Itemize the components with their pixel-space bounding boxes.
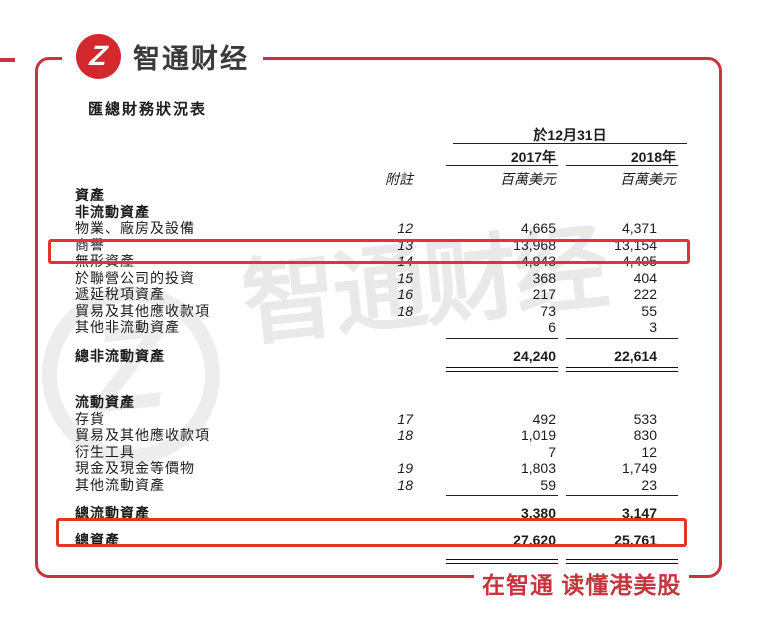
brand-header: Z 智通财经 xyxy=(62,30,263,82)
row-note: 12 xyxy=(397,220,413,236)
row-label: 流動資產 xyxy=(75,394,135,410)
total-double-rule xyxy=(75,366,678,374)
table-row-total-noncurrent: 總非流動資產 24,240 22,614 xyxy=(75,348,676,365)
year-2018-header: 2018年 xyxy=(630,149,676,165)
row-value-2018: 3 xyxy=(649,319,657,335)
table-row: 於聯營公司的投資 15 368 404 xyxy=(75,270,676,287)
tagline-text: 在智通 读懂港美股 xyxy=(482,572,682,598)
row-label: 其他非流動資產 xyxy=(75,319,180,335)
row-label: 貿易及其他應收款項 xyxy=(75,427,210,443)
row-note: 19 xyxy=(397,460,413,476)
row-label: 於聯營公司的投資 xyxy=(75,269,195,286)
date-header-rule xyxy=(453,143,687,144)
row-value-2017: 6 xyxy=(548,319,556,335)
subtotal-rule xyxy=(75,493,678,497)
brand-name: 智通财经 xyxy=(133,43,249,74)
table-row: 存貨 17 492 533 xyxy=(75,411,676,428)
total-assets-highlight-box xyxy=(56,518,687,547)
year-2017-rule xyxy=(446,165,558,166)
year-2017-header: 2017年 xyxy=(510,149,556,165)
row-note: 16 xyxy=(397,286,413,302)
row-value-2017: 217 xyxy=(532,286,556,302)
subtotal-rule xyxy=(75,336,678,340)
row-value-2017: 3,380 xyxy=(520,505,556,521)
row-label: 物業、廠房及設備 xyxy=(75,220,195,236)
unit-2017-header: 百萬美元 xyxy=(500,171,556,187)
goodwill-highlight-box xyxy=(48,239,690,264)
brand-logo-glyph: Z xyxy=(88,40,109,71)
row-value-2017: 1,803 xyxy=(520,460,556,476)
row-note: 18 xyxy=(397,427,413,443)
table-row: 其他非流動資產 6 3 xyxy=(75,319,676,336)
row-label: 貿易及其他應收款項 xyxy=(75,302,210,319)
row-note: 18 xyxy=(397,302,413,319)
page-title: 匯總財務狀況表 xyxy=(88,101,208,118)
table-header: 於12月31日 2017年 2018年 附註 百萬美元 百萬美元 xyxy=(75,125,687,187)
row-value-2018: 404 xyxy=(633,269,657,286)
unit-2018-header: 百萬美元 xyxy=(620,171,676,187)
row-value-2017: 27,620 xyxy=(513,531,556,548)
row-value-2017: 59 xyxy=(540,476,556,493)
row-value-2018: 1,749 xyxy=(621,460,657,476)
row-label: 非流動資產 xyxy=(75,203,150,220)
table-row: 物業、廠房及設備 12 4,665 4,371 xyxy=(75,220,676,237)
row-value-2018: 22,614 xyxy=(614,347,657,364)
row-value-2018: 25,761 xyxy=(614,531,657,548)
row-value-2017: 24,240 xyxy=(513,347,556,364)
row-note: 15 xyxy=(397,269,413,286)
row-note: 18 xyxy=(397,476,413,493)
table-row-total-assets: 總資產 27,620 25,761 xyxy=(75,532,676,549)
table-row: 貿易及其他應收款項 18 1,019 830 xyxy=(75,427,676,444)
date-header: 於12月31日 xyxy=(533,127,607,143)
table-row: 衍生工具 7 12 xyxy=(75,444,676,461)
row-value-2018: 12 xyxy=(641,443,657,460)
row-label: 遞延稅項資產 xyxy=(75,286,165,302)
row-value-2018: 4,371 xyxy=(621,220,657,236)
row-label: 總非流動資產 xyxy=(75,347,165,364)
row-value-2018: 533 xyxy=(633,410,657,427)
row-value-2017: 7 xyxy=(548,443,556,460)
note-header: 附註 xyxy=(385,171,413,187)
tagline-block: 在智通 读懂港美股 xyxy=(474,566,690,600)
row-value-2018: 830 xyxy=(633,427,657,443)
financial-table: 於12月31日 2017年 2018年 附註 百萬美元 百萬美元 資產 非流動資… xyxy=(75,125,687,566)
frame-edge-dash xyxy=(0,58,15,62)
row-value-2018: 23 xyxy=(641,476,657,493)
row-value-2017: 73 xyxy=(540,302,556,319)
table-row: 資產 xyxy=(75,187,676,204)
brand-logo-icon: Z xyxy=(76,33,121,79)
row-label: 其他流動資產 xyxy=(75,476,165,493)
row-value-2018: 3,147 xyxy=(621,505,657,521)
page-frame xyxy=(35,57,722,578)
row-value-2017: 1,019 xyxy=(520,427,556,443)
row-value-2017: 4,665 xyxy=(520,220,556,236)
row-label: 總流動資產 xyxy=(75,505,150,521)
row-label: 資產 xyxy=(75,187,105,203)
row-note: 17 xyxy=(397,410,413,427)
table-row: 其他流動資產 18 59 23 xyxy=(75,477,676,494)
row-value-2017: 492 xyxy=(532,410,556,427)
row-value-2018: 55 xyxy=(641,302,657,319)
row-label: 現金及現金等價物 xyxy=(75,460,195,476)
table-row-total-current: 總流動資產 3,380 3,147 xyxy=(75,505,676,522)
row-label: 總資產 xyxy=(75,531,120,548)
table-row: 遞延稅項資產 16 217 222 xyxy=(75,286,676,303)
row-value-2017: 368 xyxy=(532,269,556,286)
row-label: 衍生工具 xyxy=(75,443,135,460)
table-row: 非流動資產 xyxy=(75,204,676,221)
table-row: 流動資產 xyxy=(75,394,676,411)
table-row: 貿易及其他應收款項 18 73 55 xyxy=(75,303,676,320)
row-value-2018: 222 xyxy=(633,286,657,302)
row-label: 存貨 xyxy=(75,410,105,427)
total-double-rule xyxy=(75,558,678,566)
year-2018-rule xyxy=(566,165,678,166)
table-row: 現金及現金等價物 19 1,803 1,749 xyxy=(75,460,676,477)
